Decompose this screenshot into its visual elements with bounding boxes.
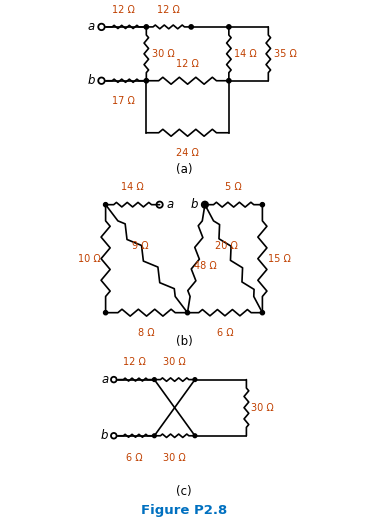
Text: 6 Ω: 6 Ω <box>217 328 233 339</box>
Text: 48 Ω: 48 Ω <box>194 261 217 270</box>
Text: 9 Ω: 9 Ω <box>132 241 148 252</box>
Circle shape <box>203 203 207 207</box>
Text: 5 Ω: 5 Ω <box>225 183 242 192</box>
Text: 17 Ω: 17 Ω <box>113 96 135 106</box>
Text: 30 Ω: 30 Ω <box>163 357 186 367</box>
Text: 30 Ω: 30 Ω <box>251 402 274 413</box>
Text: b: b <box>190 198 198 211</box>
Circle shape <box>189 25 193 29</box>
Circle shape <box>103 310 108 315</box>
Circle shape <box>103 203 108 207</box>
Circle shape <box>152 378 156 382</box>
Circle shape <box>185 310 190 315</box>
Text: a: a <box>88 20 95 33</box>
Circle shape <box>260 310 265 315</box>
Text: 6 Ω: 6 Ω <box>126 453 142 463</box>
Text: 10 Ω: 10 Ω <box>78 254 100 264</box>
Circle shape <box>260 203 265 207</box>
Text: 30 Ω: 30 Ω <box>163 453 186 463</box>
Text: (c): (c) <box>176 485 192 498</box>
Text: 14 Ω: 14 Ω <box>121 183 144 192</box>
Text: b: b <box>101 430 108 442</box>
Text: 35 Ω: 35 Ω <box>274 49 297 59</box>
Text: 24 Ω: 24 Ω <box>176 148 199 158</box>
Circle shape <box>193 378 197 382</box>
Text: a: a <box>167 198 174 211</box>
Text: (a): (a) <box>176 163 192 176</box>
Text: 12 Ω: 12 Ω <box>113 5 135 15</box>
Text: 20 Ω: 20 Ω <box>215 241 238 252</box>
Text: 8 Ω: 8 Ω <box>138 328 155 339</box>
Text: 14 Ω: 14 Ω <box>234 49 257 59</box>
Text: 15 Ω: 15 Ω <box>268 254 290 264</box>
Text: Figure P2.8: Figure P2.8 <box>141 504 227 517</box>
Circle shape <box>144 25 148 29</box>
Circle shape <box>193 434 197 438</box>
Text: 30 Ω: 30 Ω <box>152 49 174 59</box>
Text: a: a <box>101 373 108 386</box>
Text: b: b <box>88 74 95 87</box>
Text: 12 Ω: 12 Ω <box>157 5 180 15</box>
Circle shape <box>227 79 231 83</box>
Text: (b): (b) <box>176 334 192 347</box>
Text: 12 Ω: 12 Ω <box>176 59 199 69</box>
Circle shape <box>227 25 231 29</box>
Circle shape <box>152 434 156 438</box>
Text: 12 Ω: 12 Ω <box>123 357 145 367</box>
Circle shape <box>144 79 148 83</box>
